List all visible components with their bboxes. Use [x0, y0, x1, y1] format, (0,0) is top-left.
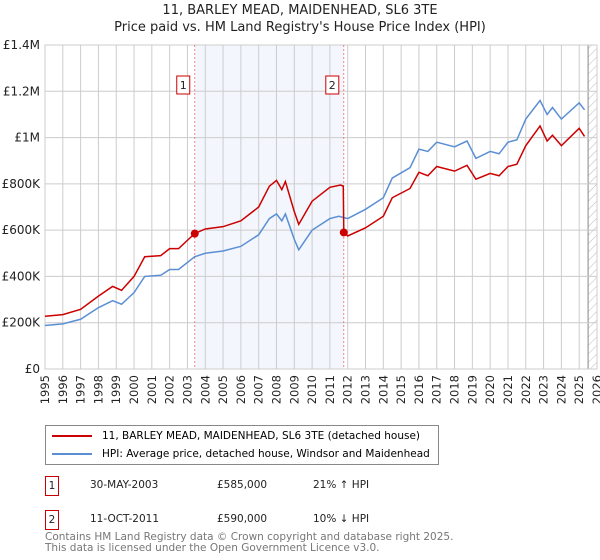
x-tick-label: 2026 [590, 375, 600, 404]
x-tick-label: 2001 [145, 375, 159, 404]
sale-price: £590,000 [217, 513, 268, 525]
x-tick-label: 1997 [74, 375, 88, 404]
series-line [44, 124, 586, 317]
x-tick-label: 2010 [305, 375, 319, 404]
x-tick-label: 2024 [554, 375, 568, 404]
sale-label-box [325, 75, 340, 95]
x-tick-label: 2019 [465, 375, 479, 404]
y-tick-label: £800K [2, 177, 42, 191]
x-tick-label: 2013 [359, 375, 373, 404]
y-tick-label: £0 [25, 362, 40, 376]
sale-price: £585,000 [217, 479, 268, 491]
sale-label: 1 [180, 79, 187, 92]
x-tick-label: 2000 [127, 375, 141, 404]
sale-point [339, 228, 348, 237]
legend-item-property: 11, BARLEY MEAD, MAIDENHEAD, SL6 3TE (de… [52, 430, 420, 442]
x-tick-label: 1996 [56, 375, 70, 404]
x-tick-label: 2014 [376, 375, 390, 404]
sale-date: 11-OCT-2011 [90, 513, 159, 525]
x-tick-label: 2016 [412, 375, 426, 404]
sale-marker-label: 1 [45, 476, 59, 496]
ownership-shading [194, 45, 344, 369]
x-tick-label: 2018 [448, 375, 462, 404]
x-tick-label: 2021 [501, 375, 515, 404]
legend: 11, BARLEY MEAD, MAIDENHEAD, SL6 3TE (de… [45, 425, 439, 465]
legend-label: HPI: Average price, detached house, Wind… [102, 448, 430, 460]
x-tick-label: 2003 [180, 375, 194, 404]
x-tick-label: 2007 [252, 375, 266, 404]
x-tick-label: 2006 [234, 375, 248, 404]
y-tick-label: £1M [14, 131, 40, 145]
legend-label: 11, BARLEY MEAD, MAIDENHEAD, SL6 3TE (de… [102, 430, 420, 442]
legend-swatch-red [52, 435, 92, 437]
footer: Contains HM Land Registry data © Crown c… [45, 532, 453, 554]
sale-marker-label: 2 [45, 510, 59, 530]
x-tick-label: 2022 [519, 375, 533, 404]
x-tick-label: 2002 [163, 375, 177, 404]
x-tick-label: 2012 [341, 375, 355, 404]
y-tick-label: £600K [2, 223, 42, 237]
sale-point [190, 229, 199, 238]
x-tick-label: 2011 [323, 375, 337, 404]
sale-hpi-diff: 21% ↑ HPI [313, 479, 370, 491]
sale-date: 30-MAY-2003 [90, 479, 159, 491]
x-tick-label: 2004 [198, 375, 212, 404]
x-tick-label: 1995 [38, 375, 52, 404]
legend-swatch-blue [52, 453, 92, 455]
sale-hpi-diff: 10% ↓ HPI [313, 513, 370, 525]
y-tick-label: £200K [2, 316, 42, 330]
x-tick-label: 2017 [430, 375, 444, 404]
x-tick-label: 2009 [287, 375, 301, 404]
footer-licence: This data is licensed under the Open Gov… [45, 542, 380, 554]
x-tick-label: 1999 [109, 375, 123, 404]
x-tick-label: 2025 [572, 375, 586, 404]
y-tick-label: £400K [2, 269, 42, 283]
footer-copyright: Contains HM Land Registry data © Crown c… [45, 531, 454, 543]
x-tick-label: 1998 [91, 375, 105, 404]
forecast-hatch [588, 45, 597, 369]
y-tick-label: £1.4M [3, 38, 40, 52]
series-line [44, 99, 586, 327]
x-tick-label: 2020 [483, 375, 497, 404]
x-tick-label: 2008 [269, 375, 283, 404]
chart-title: 11, BARLEY MEAD, MAIDENHEAD, SL6 3TE [162, 3, 438, 18]
x-tick-label: 2005 [216, 375, 230, 404]
x-tick-label: 2023 [537, 375, 551, 404]
plot-area: 1995 1996 1997 1998 1999 2000 2001 2002 2003 2004… [2, 38, 600, 404]
y-tick-label: £1.2M [3, 84, 40, 98]
x-tick-label: 2015 [394, 375, 408, 404]
legend-item-hpi: HPI: Average price, detached house, Wind… [52, 448, 430, 460]
sale-label-box [176, 75, 191, 95]
sale-label: 2 [329, 79, 336, 92]
chart-subtitle: Price paid vs. HM Land Registry's House … [114, 20, 486, 35]
